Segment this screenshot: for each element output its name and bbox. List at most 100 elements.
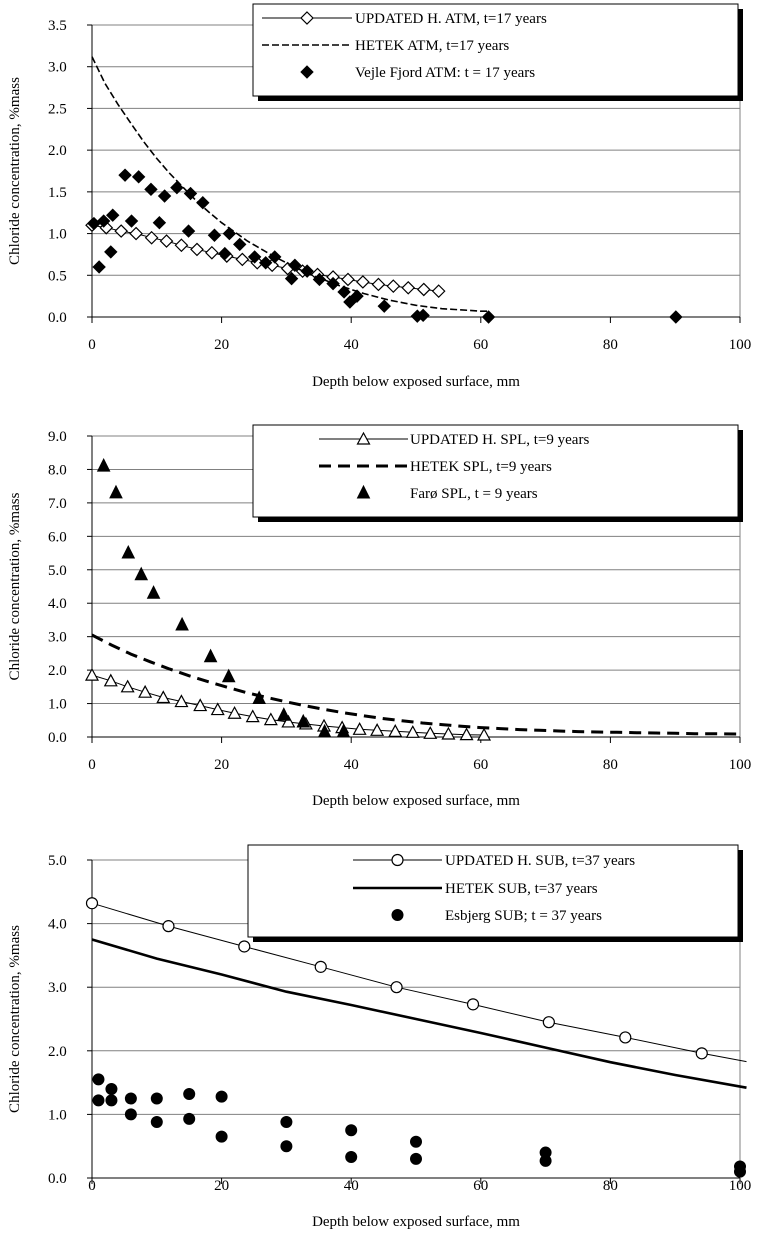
y-tick-label: 0.5 [48,268,67,284]
data-point [539,1154,552,1167]
legend-marker [300,65,314,79]
legend-label: Esbjerg SUB; t = 37 years [445,908,602,924]
data-point [222,226,237,241]
y-tick-label: 1.0 [48,1107,67,1123]
y-tick-label: 1.5 [48,185,67,201]
data-point [121,544,136,559]
data-point [345,1124,358,1137]
y-axis-label: Chloride concentration, %mass [7,492,23,680]
y-tick-label: 3.0 [48,630,67,646]
x-tick-label: 0 [88,757,96,773]
data-point [284,271,299,286]
y-tick-label: 4.0 [48,917,67,933]
legend-label: UPDATED H. SPL, t=9 years [410,432,589,448]
legend-label: HETEK ATM, t=17 years [355,38,509,54]
series-2 [91,938,747,1089]
data-point [146,585,161,599]
data-point [92,1094,105,1107]
data-point [129,226,143,241]
data-point [152,216,167,230]
data-point [109,484,123,499]
data-point [207,228,222,242]
y-tick-label: 2.0 [48,1044,67,1060]
data-point [477,727,492,741]
data-point [138,684,153,698]
x-tick-label: 100 [729,757,752,773]
legend-box [252,424,739,518]
data-point [268,250,282,264]
data-point [288,258,302,272]
data-point [174,694,189,708]
data-point [233,237,247,252]
data-point [144,230,159,245]
data-point [245,709,260,723]
y-tick-label: 1.0 [48,697,67,713]
data-point [196,195,210,210]
data-point [238,940,251,953]
y-tick-label: 2.5 [48,101,67,117]
data-point [221,668,236,683]
y-tick-label: 8.0 [48,462,67,478]
x-tick-label: 80 [603,757,618,773]
data-point [227,706,242,719]
data-point [190,242,204,257]
data-point [104,245,118,259]
legend-label: UPDATED H. SUB, t=37 years [445,853,635,869]
x-tick-label: 60 [473,757,488,773]
x-tick-label: 60 [473,337,488,353]
legend: UPDATED H. SUB, t=37 years HETEK SUB, t=3… [247,844,743,942]
data-point [345,1151,358,1164]
data-point [386,279,401,293]
series-3 [92,1073,746,1178]
data-point [124,1092,137,1105]
data-point [356,275,370,289]
data-point [210,702,225,716]
data-point [120,679,135,693]
data-point [175,616,189,631]
data-point [300,264,314,278]
legend-label: UPDATED H. ATM, t=17 years [355,11,547,27]
data-point [619,1031,632,1044]
series-1 [84,667,492,741]
data-point [416,282,431,297]
x-tick-label: 20 [214,337,229,353]
data-point [156,690,171,704]
legend-marker [391,909,404,921]
data-point [215,1090,228,1103]
data-point [215,1130,228,1143]
data-point [124,1108,137,1121]
data-point [337,285,351,299]
data-point [174,238,189,253]
data-point [352,722,367,735]
data-point [235,252,250,267]
y-tick-label: 2.0 [48,663,67,679]
data-point [247,250,262,264]
data-point [343,295,357,309]
legend: UPDATED H. ATM, t=17 years HETEK ATM, t=1… [252,3,743,101]
x-tick-label: 80 [603,337,618,353]
data-point [280,1116,293,1129]
data-point [157,189,172,203]
series-line [91,938,747,1089]
data-point [481,310,496,324]
legend-marker [356,431,371,445]
y-tick-label: 6.0 [48,529,67,545]
y-tick-label: 9.0 [48,429,67,445]
data-point [258,256,273,270]
data-point [162,920,175,933]
y-axis-label: Chloride concentration, %mass [7,925,23,1113]
x-tick-label: 40 [344,1178,359,1194]
x-tick-label: 100 [729,337,752,353]
data-point [416,308,430,323]
series-3 [87,168,683,324]
series-3 [96,457,351,738]
data-point [183,1088,196,1101]
data-point [281,714,296,728]
y-tick-label: 5.0 [48,563,67,579]
data-point [106,208,120,222]
legend-label: Vejle Fjord ATM: t = 17 years [355,65,535,81]
y-tick-label: 1.0 [48,227,67,243]
series-line [91,902,747,1063]
data-point [84,667,100,681]
